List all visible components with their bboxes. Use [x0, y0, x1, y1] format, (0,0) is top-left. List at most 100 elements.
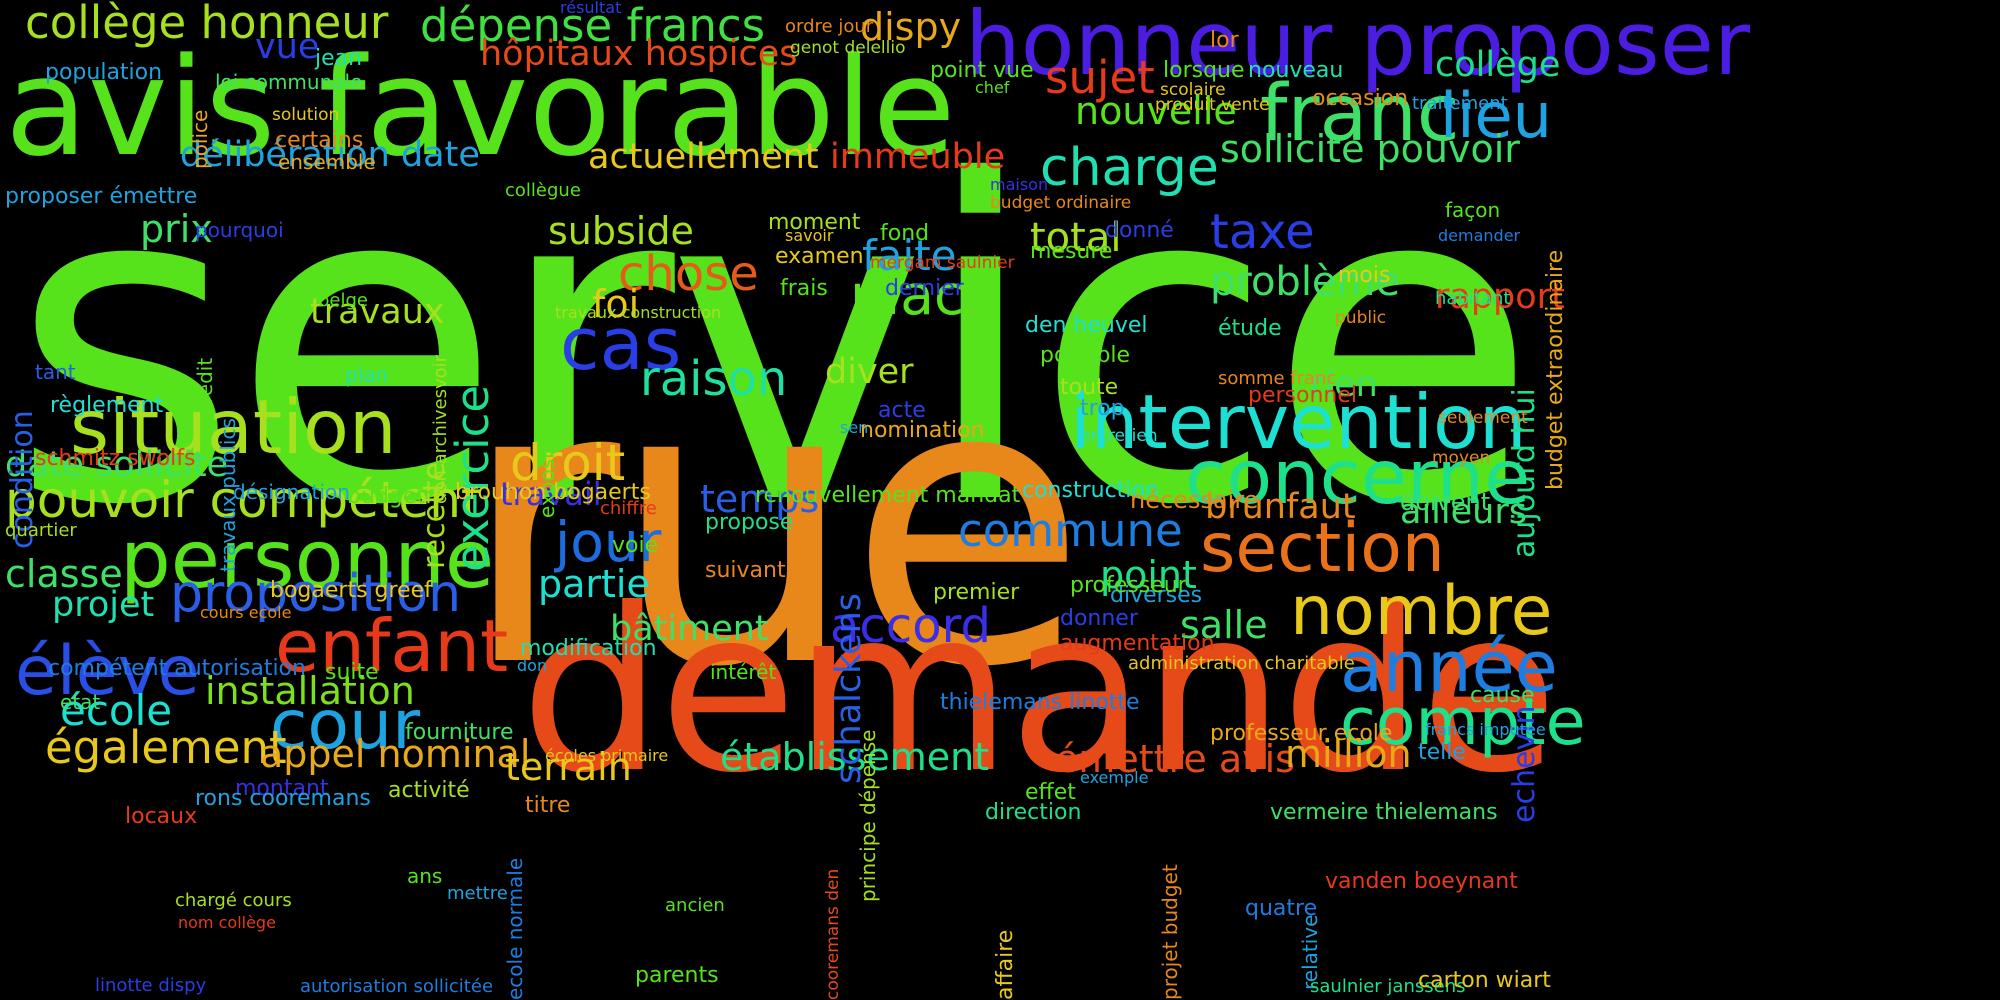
- word-sollicite-pouvoir: sollicite pouvoir: [1220, 127, 1520, 171]
- word-titre: titre: [525, 793, 571, 818]
- word-nom-college: nom collège: [178, 913, 276, 932]
- word-rien: rien: [1310, 365, 1378, 405]
- word-ans: ans: [407, 864, 443, 888]
- word-actuellement: actuellement: [588, 137, 819, 177]
- word-collegue: collègue: [505, 180, 581, 201]
- word-professeur: professeur: [1070, 573, 1187, 598]
- word-chose: chose: [618, 246, 759, 302]
- word-donner: donner: [1060, 606, 1138, 631]
- word-deliberation-date: délibération date: [180, 135, 480, 175]
- word-ecole-normale: ecole normale: [503, 857, 527, 1000]
- word-activite: activité: [388, 778, 470, 803]
- word-voie: voie: [612, 533, 659, 558]
- word-doivent: doivent: [1400, 488, 1491, 516]
- word-modification: modification: [520, 636, 657, 661]
- word-ailleurs: ailleurs: [1400, 492, 1527, 532]
- word-etablissement: établissement: [720, 735, 990, 779]
- word-possible: possible: [1040, 343, 1131, 368]
- word-terrain: terrain: [505, 745, 632, 789]
- word-concerne: concerne: [1185, 433, 1531, 521]
- word-principe-depense: principe dépense: [856, 730, 880, 903]
- word-cooremans-den: cooremans den: [823, 868, 843, 1000]
- word-raison: raison: [640, 351, 788, 407]
- word-locaux: locaux: [125, 804, 198, 829]
- word-quartier: quartier: [5, 520, 77, 541]
- word-quatre: quatre: [1245, 896, 1318, 921]
- word-hopitaux-hospices: hôpitaux hospices: [480, 34, 798, 74]
- word-savoir: savoir: [785, 226, 834, 245]
- word-franc: franc: [1260, 69, 1460, 159]
- word-foi: foi: [592, 282, 640, 326]
- word-nombre: nombre: [1290, 572, 1553, 651]
- word-traitement: traitement: [1412, 93, 1508, 114]
- word-population: population: [45, 60, 163, 85]
- word-eleve: élève: [15, 632, 200, 711]
- word-produit-vente: produit vente: [1155, 95, 1270, 115]
- word-budget-ordinaire: budget ordinaire: [990, 193, 1132, 213]
- word-travaux-construction: travaux construction: [555, 303, 722, 322]
- word-budget-extraordinaire: budget extraordinaire: [1543, 250, 1568, 491]
- word-direction: direction: [985, 800, 1082, 825]
- word-den-heuvel: den heuvel: [1025, 313, 1148, 338]
- word-accord: accord: [830, 598, 991, 654]
- word-solution: solution: [272, 105, 340, 125]
- word-propose: propose: [705, 510, 794, 535]
- word-competent-autorisation: compétent autorisation: [48, 656, 306, 681]
- word-moyen: moyen: [1432, 448, 1491, 468]
- word-proposition: proposition: [170, 564, 462, 624]
- word-faite: faite: [862, 231, 957, 280]
- word-place: place: [850, 263, 998, 327]
- word-jean: jean: [315, 46, 363, 71]
- word-professeur-ecole: professeur ecole: [1210, 721, 1393, 746]
- word-total: total: [1030, 215, 1122, 261]
- word-rapport: rapport: [1435, 277, 1565, 317]
- word-intervention: intervention: [1070, 378, 1527, 466]
- word-proposer-emettre: proposer émettre: [5, 184, 198, 209]
- word-nouvelle: nouvelle: [1075, 89, 1237, 133]
- word-point: point: [1100, 553, 1197, 597]
- word-charge-cours: chargé cours: [175, 890, 292, 911]
- word-bogaerts-greef: bogaerts greef: [270, 578, 432, 603]
- word-occasion: occasion: [1312, 86, 1409, 111]
- word-ordre-jour: ordre jour: [785, 16, 874, 37]
- word-annee: année: [1340, 626, 1558, 708]
- word-scolaire: scolaire: [1160, 80, 1226, 100]
- word-affaire: affaire: [993, 929, 1018, 1000]
- word-somme-franc: somme franc: [1218, 368, 1337, 389]
- word-installation: installation: [205, 669, 415, 713]
- word-premier: premier: [933, 580, 1020, 605]
- word-vanden-boeynant: vanden boeynant: [1325, 869, 1518, 894]
- word-vermeire-thielemans: vermeire thielemans: [1270, 800, 1498, 825]
- word-college: collège: [1435, 45, 1561, 85]
- word-appel-nominal: appel nominal: [260, 732, 531, 776]
- word-trop: trop: [1080, 396, 1125, 421]
- word-travail: travail: [500, 475, 602, 513]
- word-plan: plan: [345, 363, 389, 387]
- word-resultat: résultat: [560, 0, 622, 17]
- word-entretien: entretien: [1080, 426, 1158, 446]
- word-designation: désignation: [233, 480, 350, 504]
- word-dispy: dispy: [860, 5, 962, 49]
- word-frais: frais: [780, 276, 828, 301]
- word-sujet: sujet: [1045, 51, 1155, 104]
- word-charge: charge: [1040, 138, 1219, 198]
- word-cours-ecole: cours ecole: [200, 603, 292, 622]
- word-facon: façon: [1445, 198, 1501, 222]
- word-college-honneur: collège honneur: [25, 0, 389, 49]
- word-demande: demande: [520, 561, 1558, 823]
- word-cour: cour: [270, 686, 421, 765]
- word-subside: subside: [548, 209, 694, 253]
- word-chiffre: chiffre: [600, 498, 657, 519]
- word-genot-delellio: genot delellio: [790, 38, 906, 58]
- word-tant: tant: [35, 360, 76, 384]
- word-demander: demander: [1438, 226, 1521, 245]
- word-section: section: [1200, 509, 1445, 588]
- word-administration-charitable: administration charitable: [1128, 653, 1355, 674]
- word-exemple: exemple: [1080, 768, 1149, 787]
- word-diverses: diverses: [1110, 583, 1203, 608]
- word-autorisation-sollicitee: autorisation sollicitée: [300, 976, 494, 997]
- word-augmentation: augmentation: [1060, 631, 1215, 656]
- word-classe: classe: [5, 552, 123, 596]
- word-maison: maison: [990, 175, 1049, 194]
- word-avis-favorable: avis favorable: [5, 29, 956, 186]
